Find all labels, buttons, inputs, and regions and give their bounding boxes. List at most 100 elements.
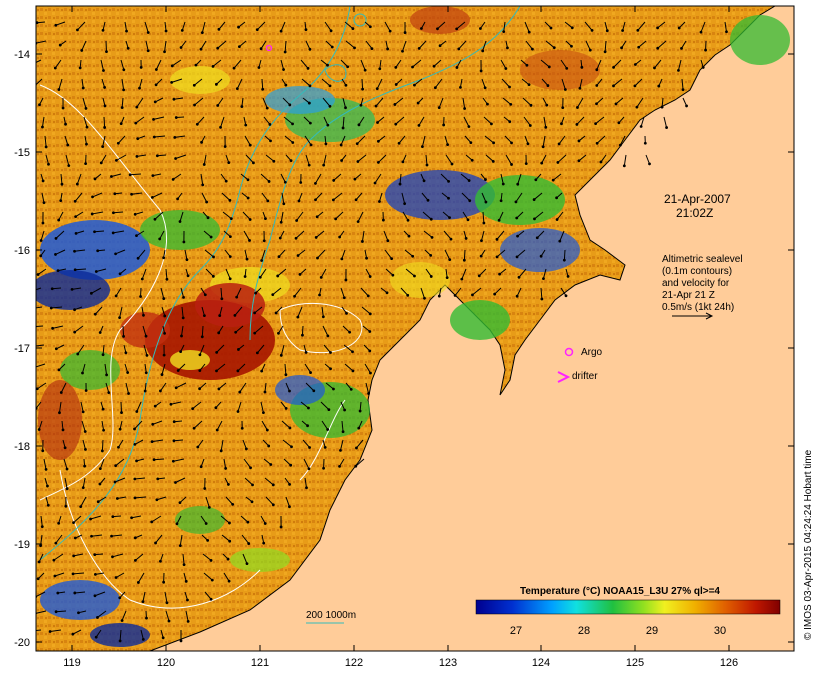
velocity-arrow-head [544,125,548,129]
velocity-arrow [216,420,223,431]
velocity-arrow [378,135,386,142]
velocity-arrow [542,268,547,279]
velocity-arrow [225,268,231,279]
velocity-arrow-head [368,25,372,29]
velocity-arrow-head [288,389,291,393]
velocity-arrow-head [491,159,495,163]
velocity-arrow-head [204,522,208,525]
velocity-arrow-head [227,161,231,165]
credit-text: © IMOS 03-Apr-2015 04:24:24 Hobart time [803,449,814,640]
velocity-arrow [171,78,183,83]
velocity-arrow [378,154,387,163]
velocity-arrow-head [263,522,267,525]
colorbar-tick: 27 [510,625,522,637]
velocity-arrow [74,591,86,594]
velocity-arrow [161,306,166,317]
velocity-arrow-head [116,141,120,145]
velocity-arrow [285,382,290,392]
velocity-arrow-head [411,65,414,69]
velocity-arrow-head [279,220,283,224]
velocity-arrow-head [210,578,214,582]
velocity-arrow [394,97,404,105]
coastline [149,6,776,651]
velocity-arrow-head [229,217,233,221]
velocity-arrow-head [677,68,680,72]
velocity-arrow-head [260,259,264,262]
velocity-arrow [278,249,286,257]
velocity-arrow [523,116,531,126]
velocity-arrow-head [255,351,259,355]
velocity-arrow [323,344,331,353]
velocity-arrow [177,363,186,371]
velocity-arrow-head [247,542,251,545]
velocity-arrow [58,401,62,413]
velocity-arrow [323,154,327,166]
velocity-arrow-head [430,236,434,239]
velocity-arrow [136,401,142,412]
velocity-arrow [202,553,212,561]
velocity-arrow-head [359,103,363,107]
velocity-arrow-head [146,31,150,34]
velocity-arrow-head [257,66,261,69]
velocity-arrow [81,78,84,89]
velocity-arrow [284,135,294,143]
velocity-arrow [95,572,105,575]
velocity-arrow-head [322,163,326,167]
velocity-arrow [402,211,409,221]
velocity-arrow [244,249,248,260]
argo-label: Argo [581,347,603,358]
velocity-arrow [333,192,343,201]
velocity-arrow-head [306,424,309,428]
velocity-arrow-head [176,197,180,201]
velocity-arrow [385,268,394,276]
velocity-arrow [619,135,626,146]
x-tick-label: 126 [720,657,738,669]
velocity-arrow-head [111,515,115,519]
velocity-arrow-head [133,443,137,446]
velocity-arrow-head [599,160,603,164]
velocity-arrow [141,268,147,280]
velocity-arrow-head [558,239,562,243]
velocity-arrow-head [510,163,513,166]
velocity-arrow-head [73,330,77,334]
velocity-arrow [557,154,567,163]
velocity-arrow [60,173,63,185]
velocity-arrow [203,230,212,238]
legend-line: (0.1m contours) [662,266,732,277]
velocity-arrow [36,591,46,598]
velocity-arrow-head [103,86,107,89]
velocity-arrow [320,268,327,278]
velocity-arrow-head [122,88,126,92]
velocity-arrow [155,59,162,70]
velocity-arrow-head [282,68,285,71]
velocity-arrow-head [127,392,130,395]
velocity-arrow [559,230,565,242]
velocity-arrow-head [515,294,519,298]
velocity-arrow-head [117,445,120,449]
velocity-arrow-head [164,29,168,33]
velocity-arrow [155,97,164,103]
velocity-arrow [541,154,547,164]
velocity-arrow-head [91,195,94,199]
velocity-arrow [103,116,106,128]
velocity-arrow-head [105,50,108,54]
velocity-arrow-head [393,103,397,106]
velocity-arrow [361,230,365,242]
velocity-arrow-head [135,105,139,109]
velocity-arrow [315,192,323,201]
velocity-arrow-head [237,348,240,351]
velocity-arrow-head [376,139,380,143]
velocity-arrow [144,21,149,33]
velocity-arrow [297,249,306,256]
velocity-arrow [74,192,83,202]
velocity-arrow [193,420,203,429]
velocity-arrow [113,211,124,214]
velocity-arrow [154,458,165,461]
temperature-colorbar: Temperature (°C) NOAA15_L3U 27% ql>=4 27… [475,586,781,637]
velocity-arrow [341,420,344,432]
velocity-arrow [36,610,47,614]
velocity-arrow [119,629,122,641]
velocity-arrow-head [237,45,241,49]
velocity-arrow-head [356,220,360,224]
velocity-arrow-head [532,198,536,201]
